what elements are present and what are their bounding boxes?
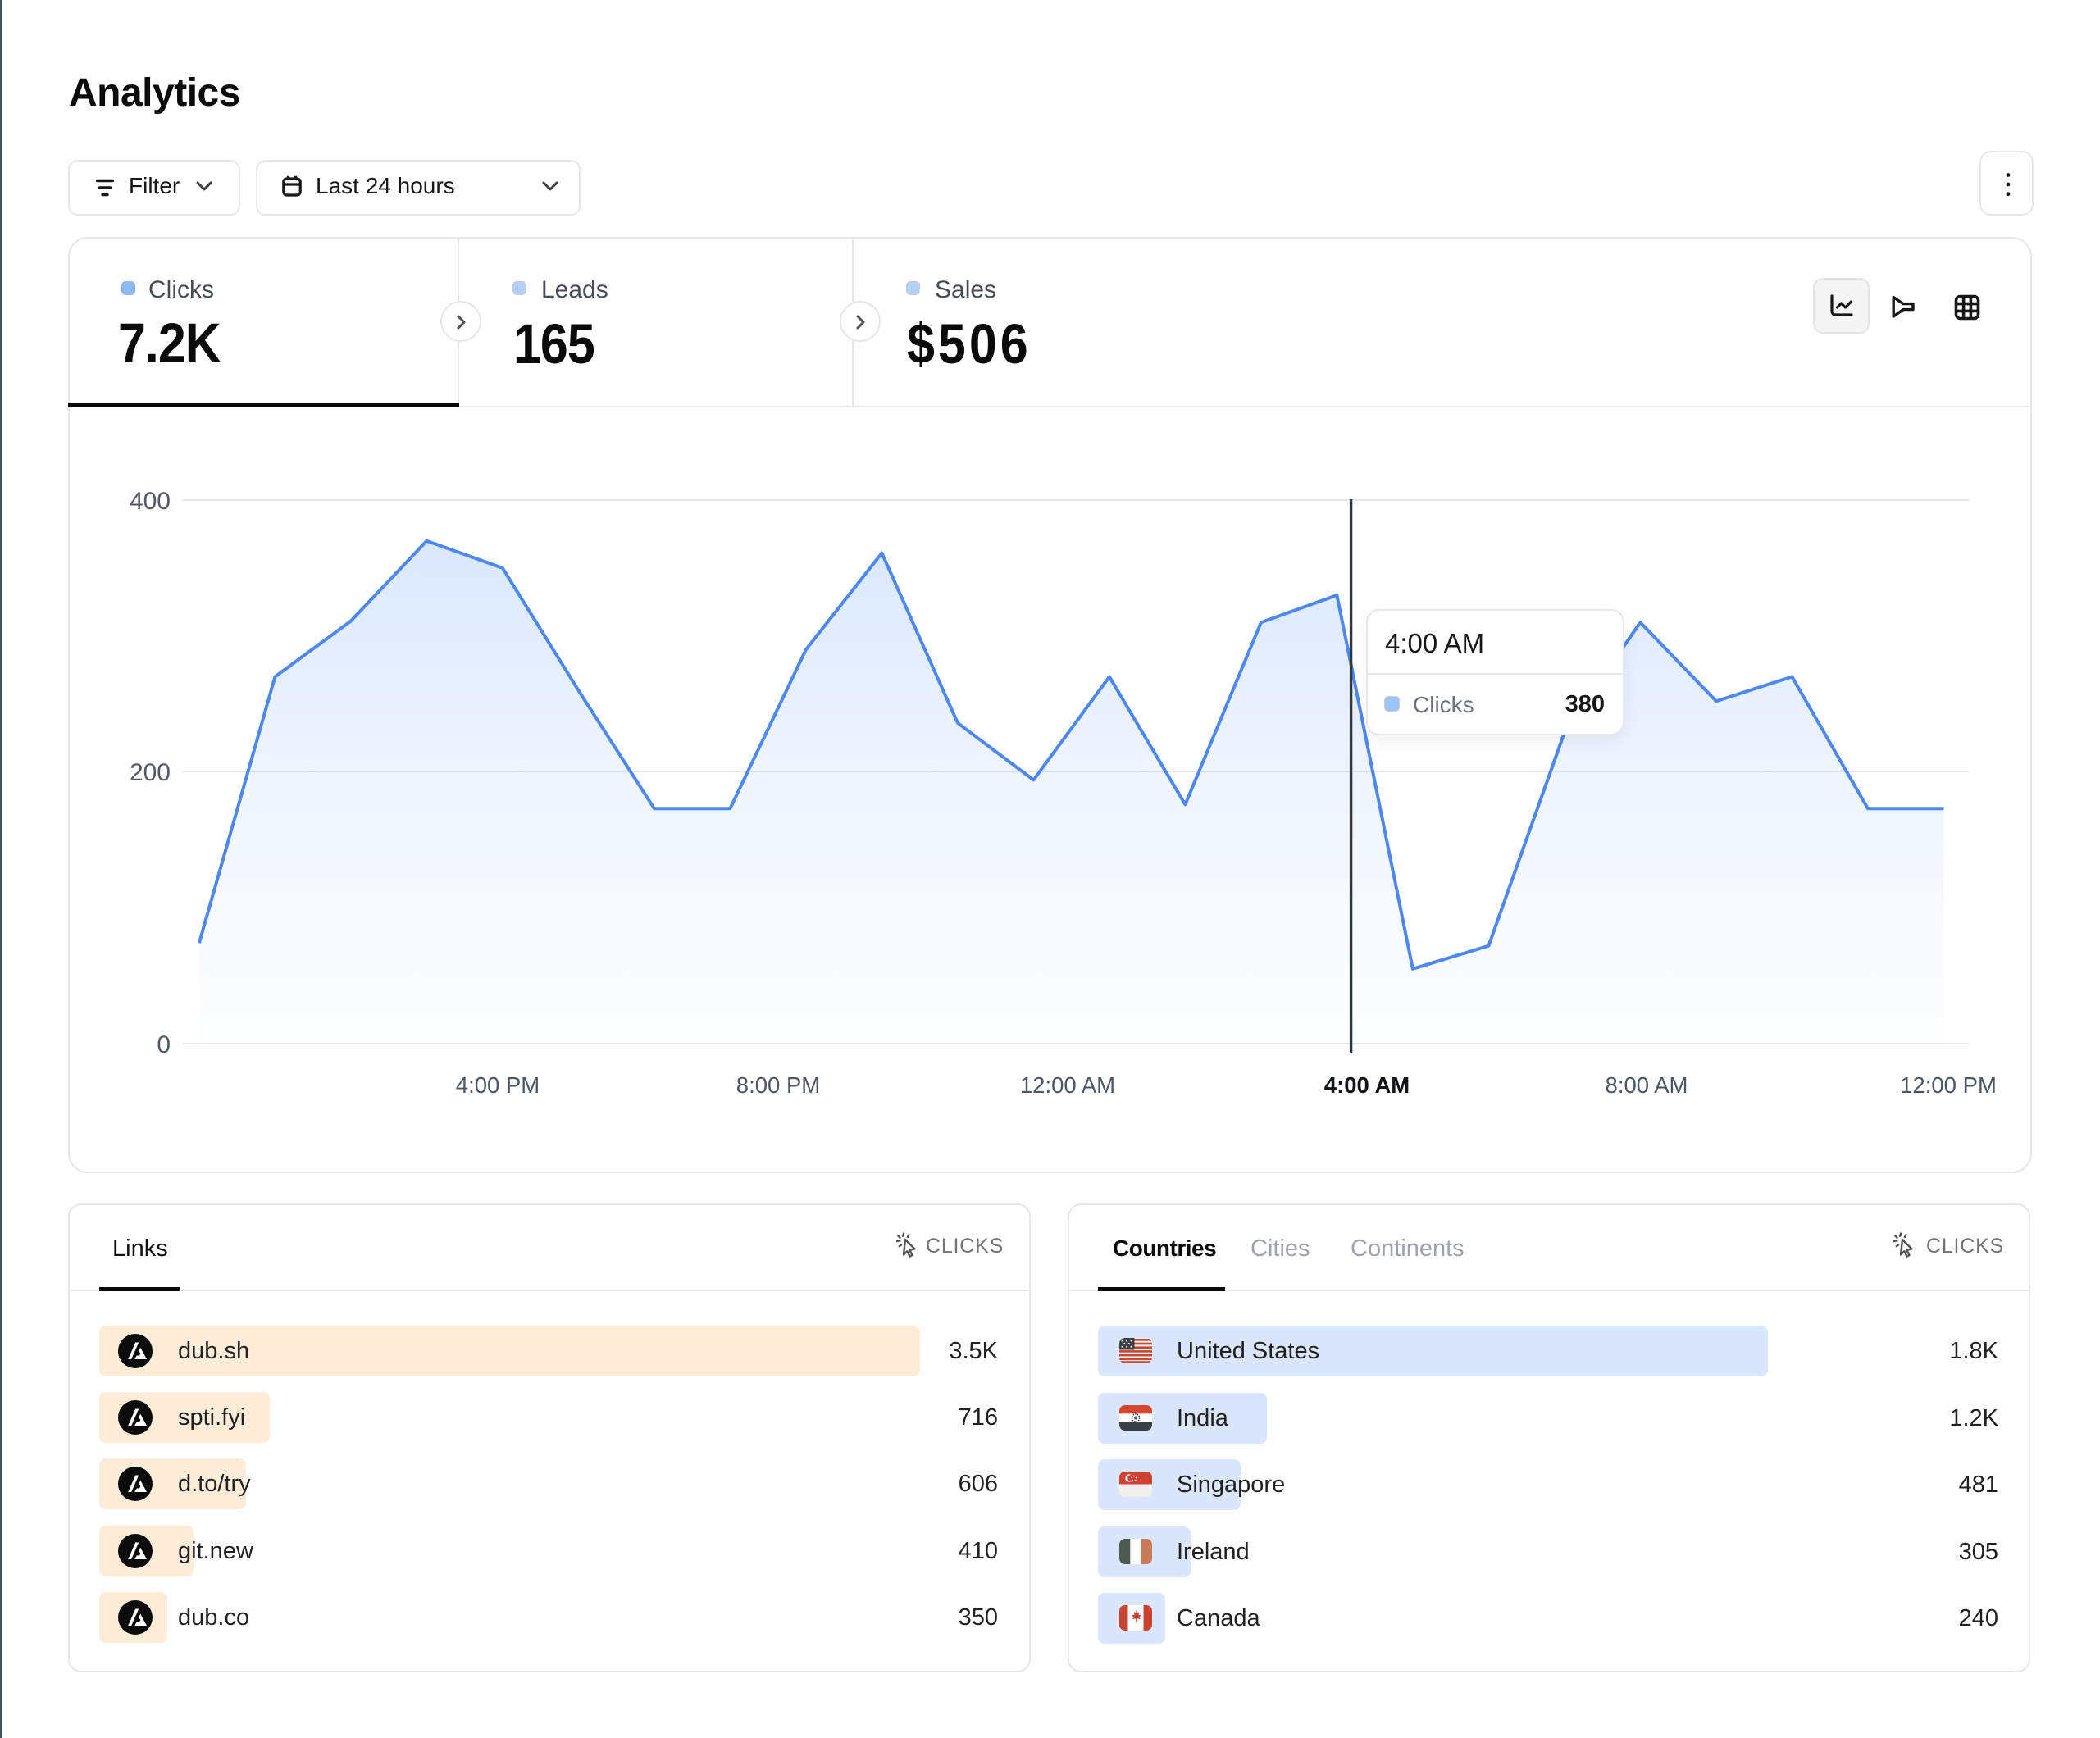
svg-text:0: 0 <box>157 1031 171 1058</box>
svg-text:12:00 PM: 12:00 PM <box>1900 1072 1997 1098</box>
svg-text:4:00 AM: 4:00 AM <box>1324 1072 1410 1098</box>
svg-text:400: 400 <box>130 488 171 515</box>
svg-text:200: 200 <box>130 759 171 786</box>
svg-text:4:00 PM: 4:00 PM <box>456 1072 540 1098</box>
svg-text:12:00 AM: 12:00 AM <box>1020 1072 1115 1098</box>
svg-text:8:00 PM: 8:00 PM <box>736 1072 820 1098</box>
svg-text:8:00 AM: 8:00 AM <box>1606 1072 1688 1098</box>
